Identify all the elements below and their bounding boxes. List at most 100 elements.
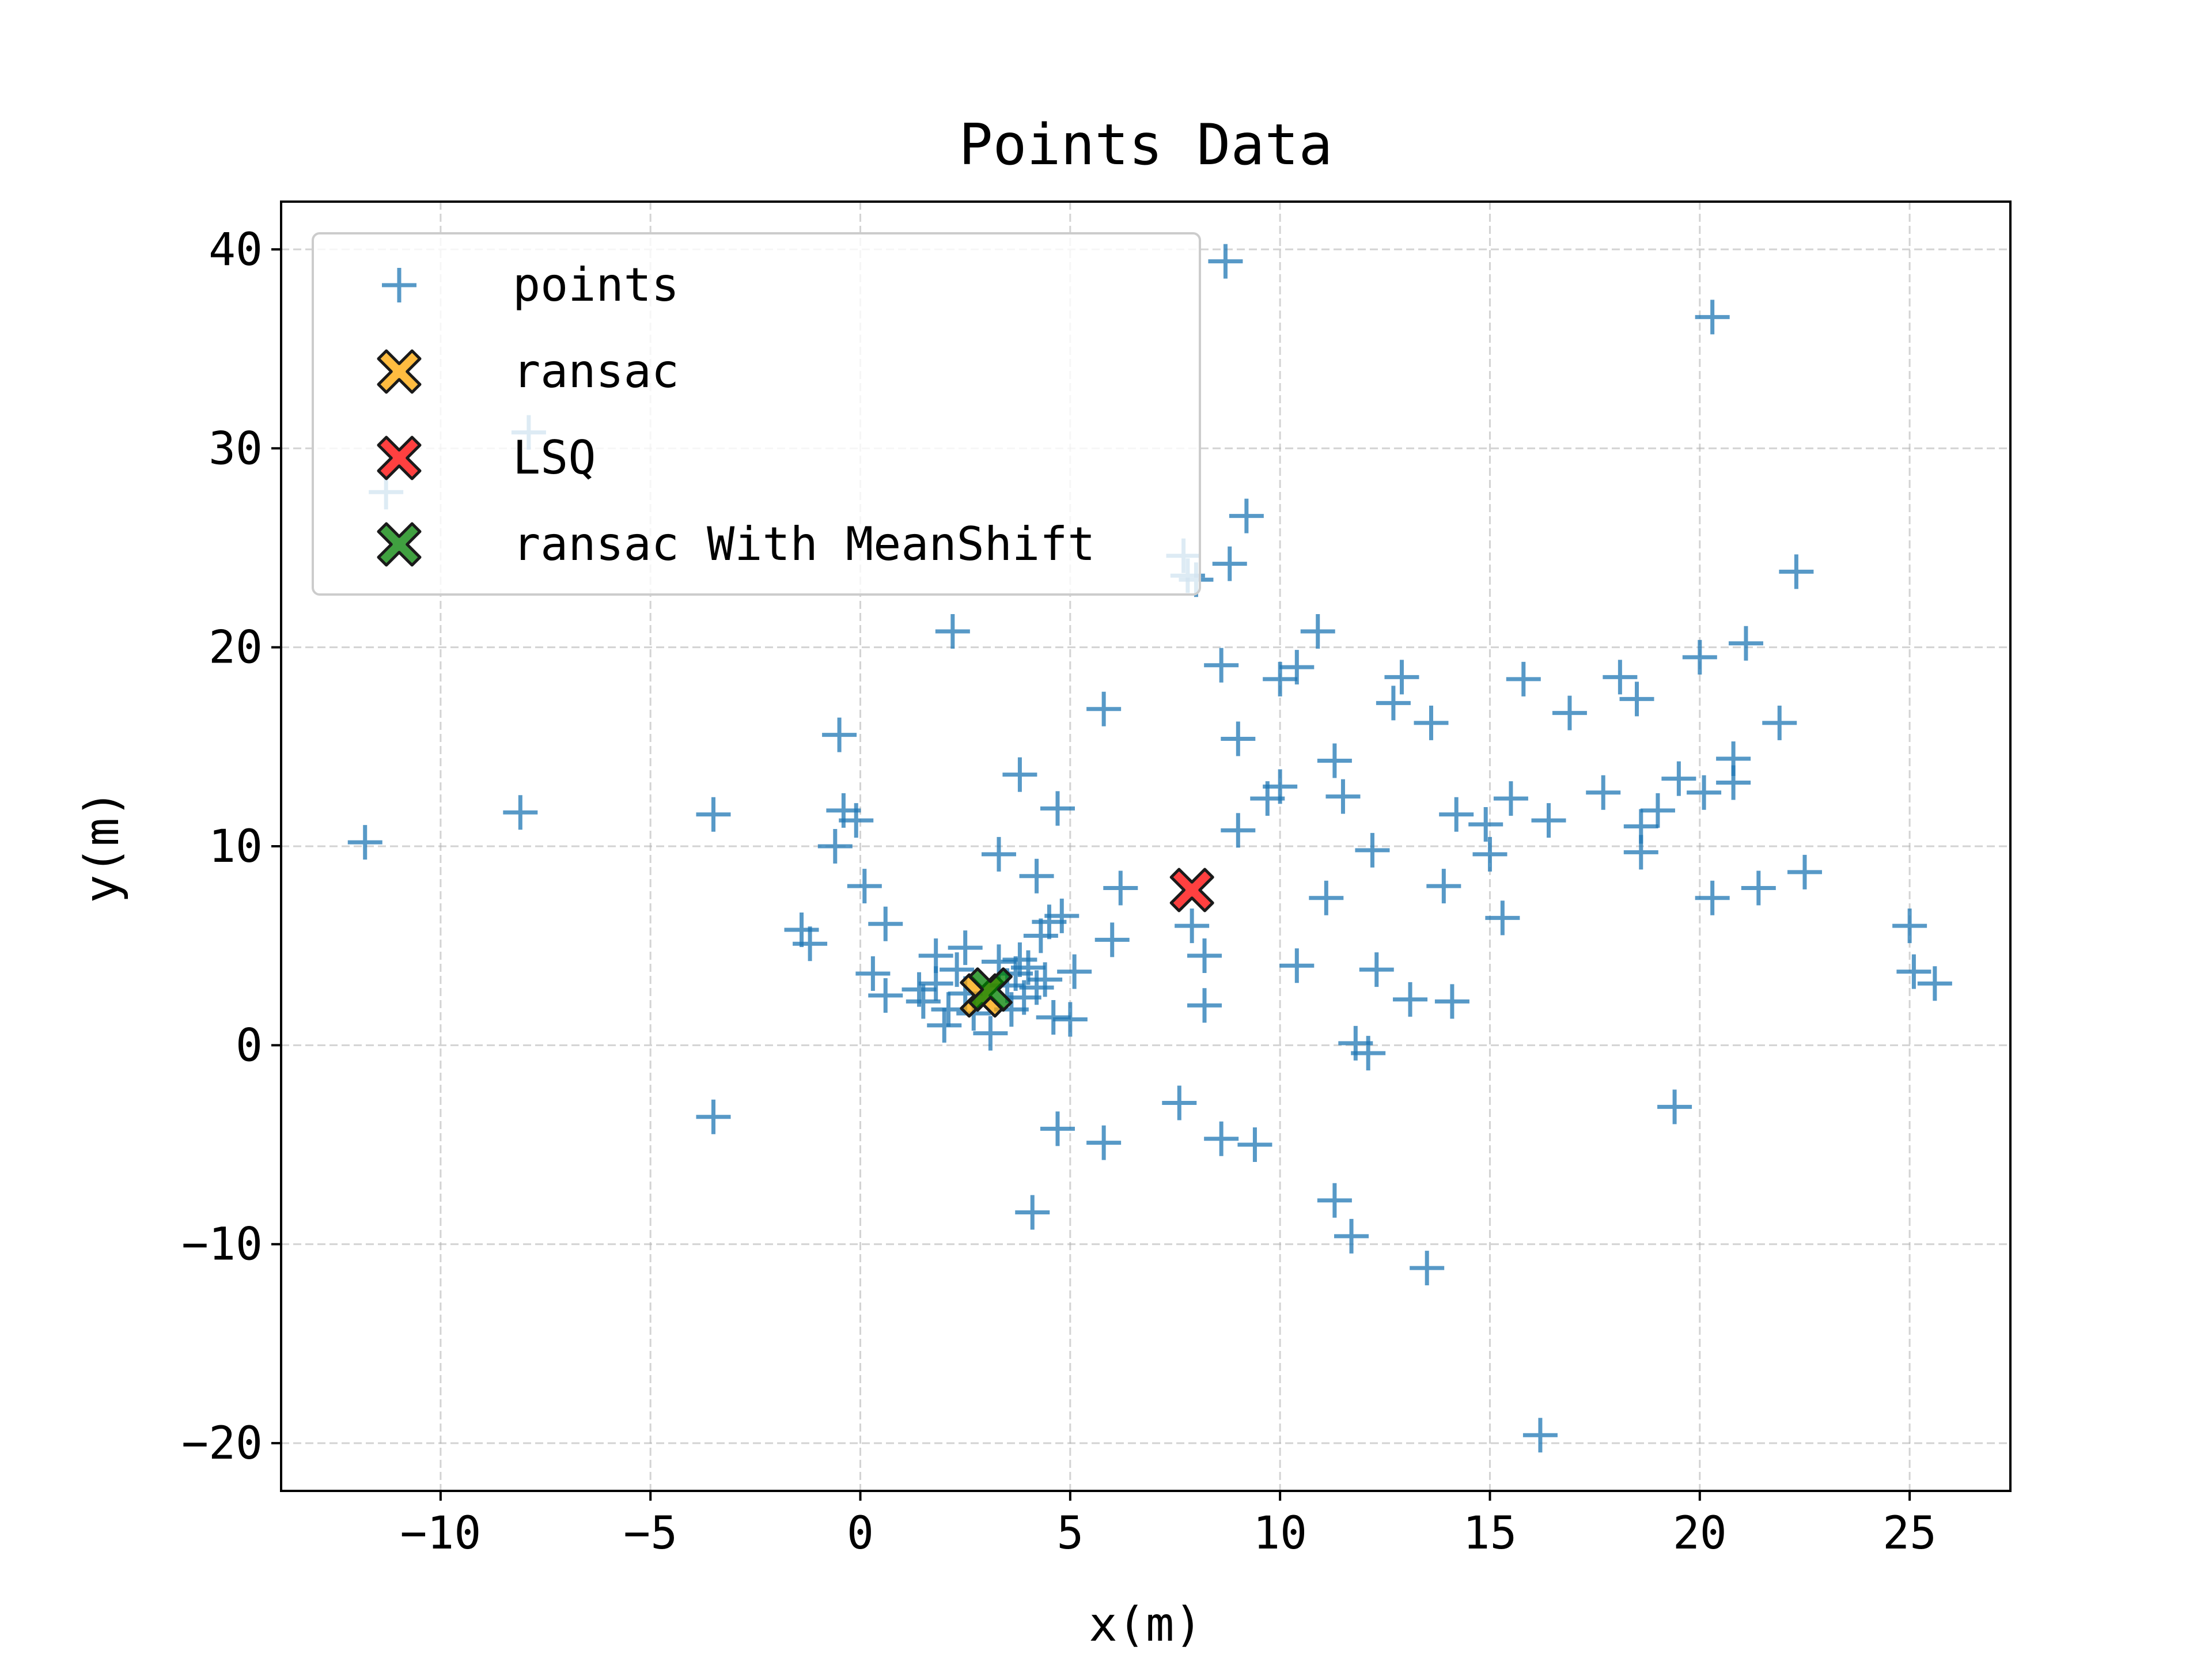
point-marker (1522, 1418, 1558, 1453)
point-marker (1682, 639, 1717, 675)
point-marker (1103, 870, 1138, 906)
point-marker (817, 829, 853, 864)
point-marker (973, 1016, 1008, 1051)
point-marker (1300, 614, 1335, 649)
point-marker (1086, 691, 1122, 726)
point-marker (1162, 1085, 1197, 1120)
point-marker (1325, 779, 1361, 814)
point-marker (855, 956, 891, 991)
point-marker (1237, 1127, 1272, 1163)
point-marker (696, 797, 731, 832)
point-marker (1028, 962, 1063, 997)
point-marker (1414, 705, 1449, 740)
point-marker (935, 614, 970, 649)
point-marker (1531, 803, 1566, 838)
point-marker (1376, 686, 1411, 721)
point-marker (822, 717, 857, 752)
plot-frame (280, 200, 2012, 1492)
x-tick-label: 15 (1463, 1508, 1517, 1559)
point-marker (1204, 648, 1239, 683)
estimate-markers (960, 868, 1214, 1018)
point-marker (1175, 908, 1210, 944)
point-marker (1623, 835, 1658, 870)
point-marker (1493, 781, 1528, 816)
point-marker (1485, 900, 1520, 936)
y-tick-label: −20 (181, 1418, 263, 1470)
point-marker (940, 952, 975, 987)
point-marker (1393, 982, 1428, 1017)
x-tick-label: −5 (623, 1508, 677, 1559)
point-marker (1687, 775, 1722, 810)
y-axis-label: y(m) (75, 789, 130, 903)
legend-x-icon (377, 522, 422, 567)
point-marker (1728, 626, 1763, 661)
point-marker (1086, 1125, 1122, 1160)
legend-plus-icon (382, 268, 416, 302)
point-marker (1586, 775, 1621, 810)
point-marker (1279, 650, 1315, 685)
point-marker (1695, 880, 1730, 915)
point-marker (948, 930, 983, 966)
point-marker (981, 836, 1016, 872)
point-marker (1019, 970, 1054, 1005)
legend-label: ransac (513, 344, 679, 398)
point-marker (793, 926, 828, 961)
point-marker (1603, 660, 1638, 695)
point-marker (696, 1099, 731, 1134)
x-axis-label: x(m) (1089, 1597, 1202, 1652)
point-marker (1892, 908, 1927, 944)
point-marker (1716, 741, 1751, 777)
estimate-marker-ransac-with-meanshift (968, 967, 1013, 1012)
point-marker (1384, 660, 1419, 695)
point-marker (1015, 1195, 1050, 1230)
point-marker (1359, 952, 1394, 987)
estimate-marker-lsq (1169, 868, 1214, 913)
point-marker (1187, 988, 1222, 1023)
axis-ticks: −10 −5 0 5 10 15 20 25 −20 −10 0 10 20 30 40 (181, 224, 1937, 1559)
point-marker (1040, 791, 1075, 826)
point-marker (1019, 858, 1054, 894)
point-marker (1619, 682, 1654, 717)
point-marker (1208, 244, 1243, 279)
point-marker (927, 1008, 962, 1043)
point-marker (1317, 1183, 1352, 1218)
legend-label: ransac With MeanShift (513, 517, 1095, 571)
x-tick-label: −10 (400, 1508, 481, 1559)
point-marker (1640, 793, 1675, 828)
legend: points ransac LSQ ransac With MeanShift (312, 232, 1201, 596)
point-marker (1762, 705, 1797, 740)
point-marker (1410, 1251, 1445, 1286)
point-marker (1221, 813, 1256, 848)
point-marker (784, 913, 819, 948)
point-marker (1917, 966, 1952, 1001)
point-marker (1695, 300, 1730, 335)
point-marker (1212, 546, 1247, 581)
legend-entry: points (382, 258, 679, 312)
y-tick-label: 10 (209, 821, 263, 873)
point-marker (1741, 870, 1776, 906)
legend-label: points (513, 258, 679, 312)
point-marker (1552, 695, 1587, 730)
point-marker (1439, 797, 1474, 832)
point-marker (1052, 1002, 1088, 1037)
point-marker (1002, 757, 1037, 792)
point-marker (918, 938, 953, 973)
chart-title: Points Data (959, 112, 1332, 178)
point-marker (347, 825, 382, 860)
point-marker (1279, 948, 1315, 983)
point-marker (1334, 1218, 1369, 1254)
point-marker (1263, 769, 1298, 804)
legend-entry: ransac With MeanShift (377, 517, 1095, 571)
point-marker (1057, 954, 1092, 989)
point-marker (1779, 554, 1814, 589)
point-marker (1472, 836, 1508, 872)
point-marker (1468, 807, 1503, 842)
point-marker (1002, 942, 1037, 977)
legend-box (312, 232, 1201, 596)
point-marker (1657, 1089, 1692, 1125)
legend-entry: LSQ (377, 431, 596, 484)
point-marker (1896, 954, 1931, 989)
legend-label: LSQ (513, 431, 596, 484)
y-tick-label: 30 (209, 423, 263, 475)
